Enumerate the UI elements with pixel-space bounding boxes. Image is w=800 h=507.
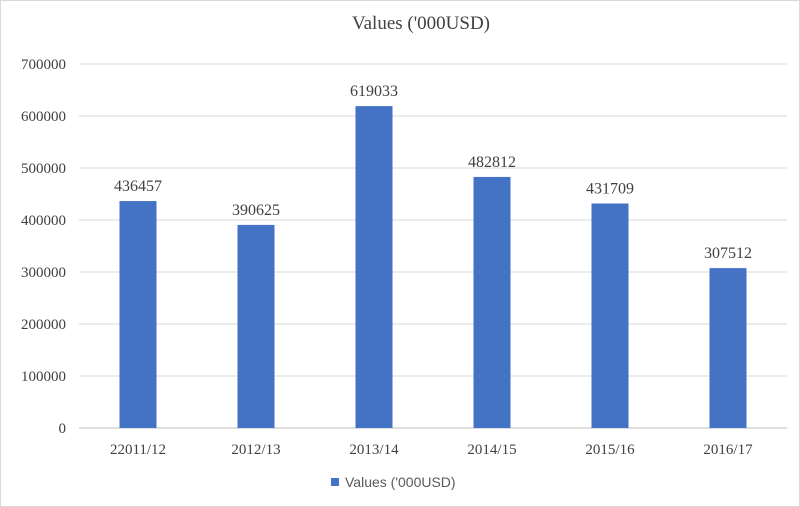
bars	[119, 106, 747, 428]
data-label: 390625	[232, 202, 280, 219]
y-axis-ticks: 0 100000 200000 300000 400000 500000 600000 700…	[21, 57, 66, 437]
data-label: 307512	[704, 245, 752, 262]
y-tick-label: 600000	[21, 109, 66, 125]
data-labels: 436457 390625 619033 482812 431709 307512	[114, 83, 752, 262]
x-tick-label: 2014/15	[467, 442, 516, 458]
x-tick-label: 2016/17	[703, 442, 753, 458]
bar	[237, 224, 275, 428]
gridlines	[79, 63, 787, 377]
y-tick-label: 200000	[21, 317, 66, 333]
y-tick-label: 0	[59, 421, 67, 437]
y-tick-label: 700000	[21, 57, 66, 73]
x-tick-label: 2013/14	[349, 442, 399, 458]
bar	[591, 203, 629, 428]
bar	[119, 201, 157, 428]
x-tick-label: 2015/16	[585, 442, 635, 458]
x-tick-label: 22011/12	[110, 442, 166, 458]
legend-swatch	[331, 478, 339, 486]
data-label: 436457	[114, 178, 162, 195]
y-tick-label: 500000	[21, 161, 66, 177]
data-label: 431709	[586, 181, 634, 198]
legend: Values ('000USD)	[331, 474, 456, 490]
data-label: 482812	[468, 154, 516, 171]
y-tick-label: 400000	[21, 213, 66, 229]
x-tick-label: 2012/13	[231, 442, 280, 458]
bar	[473, 176, 511, 428]
chart-title: Values ('000USD)	[352, 13, 490, 34]
bar	[355, 106, 393, 428]
y-tick-label: 300000	[21, 265, 66, 281]
data-label: 619033	[350, 83, 398, 100]
y-tick-label: 100000	[21, 369, 66, 385]
legend-label: Values ('000USD)	[345, 474, 456, 490]
bar	[709, 268, 747, 428]
x-axis-ticks: 22011/12 2012/13 2013/14 2014/15 2015/16 2016…	[110, 442, 753, 458]
